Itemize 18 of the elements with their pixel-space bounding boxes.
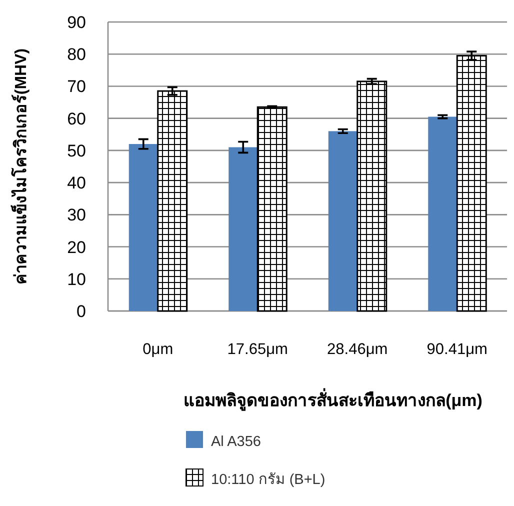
legend-label: 10:110 กรัม (B+L): [211, 472, 326, 488]
y-tick-label: 0: [76, 302, 86, 321]
x-axis-title: แอมพลิจูดของการสั่นสะเทือนทางกล(μm): [184, 388, 482, 412]
y-tick-label: 60: [67, 109, 86, 128]
x-tick-label: 28.46μm: [327, 341, 388, 358]
y-tick-label: 10: [67, 270, 86, 289]
y-tick-label: 40: [67, 174, 86, 193]
x-tick-label: 0μm: [142, 341, 174, 358]
y-tick-label: 20: [67, 238, 86, 257]
y-tick-label: 30: [67, 206, 86, 225]
y-axis-title: ค่าความแข็งไมโครวิกเกอร์(MHV): [9, 48, 30, 285]
y-tick-label: 50: [67, 141, 86, 160]
y-tick-label: 70: [67, 77, 86, 96]
y-tick-label: 90: [67, 13, 86, 32]
x-tick-label: 90.41μm: [426, 341, 488, 358]
x-tick-label: 17.65μm: [227, 341, 288, 358]
y-tick-label: 80: [67, 45, 86, 64]
legend-label: Al A356: [211, 434, 261, 450]
